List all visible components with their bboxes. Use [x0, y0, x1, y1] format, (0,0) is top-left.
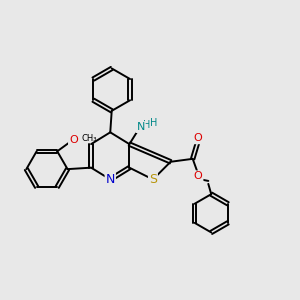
Text: N: N: [136, 122, 145, 132]
Text: N: N: [106, 173, 115, 186]
Text: CH₃: CH₃: [82, 134, 97, 143]
Text: O: O: [194, 133, 202, 143]
Text: O: O: [69, 134, 78, 145]
Text: H: H: [143, 120, 150, 130]
Text: S: S: [149, 173, 157, 186]
Text: O: O: [194, 172, 202, 182]
Text: H: H: [150, 118, 158, 128]
Text: N: N: [136, 122, 145, 132]
Text: O: O: [194, 133, 202, 143]
Text: O: O: [69, 134, 78, 145]
Text: O: O: [194, 172, 202, 182]
